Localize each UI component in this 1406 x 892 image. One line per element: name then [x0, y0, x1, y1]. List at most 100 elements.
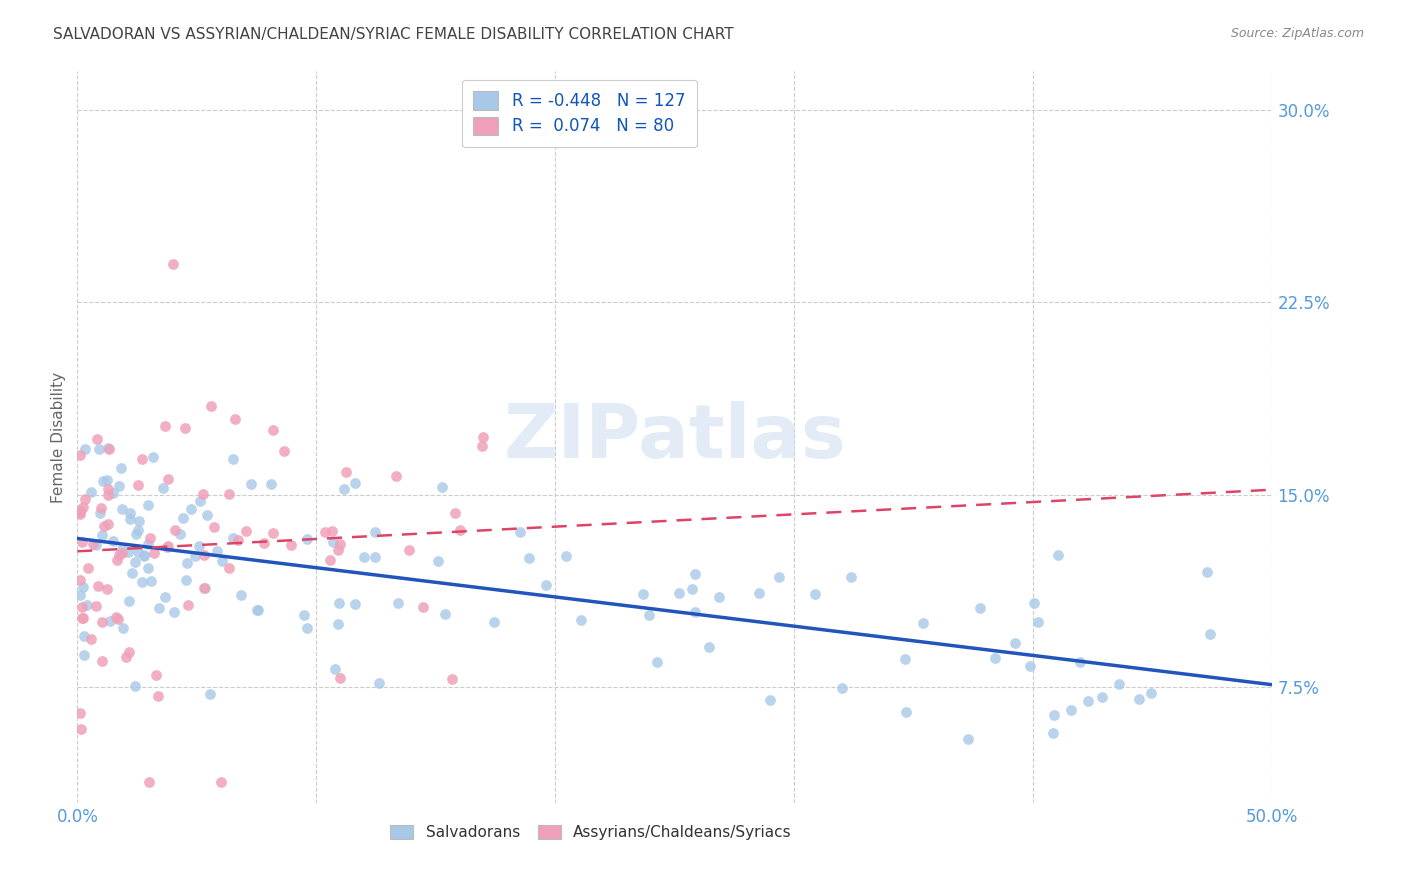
Point [156, 473, 179, 487]
Point [1091, 690, 1114, 705]
Point [260, 477, 283, 491]
Point [125, 527, 148, 541]
Point [322, 534, 344, 549]
Point [165, 523, 187, 537]
Point [211, 554, 233, 568]
Point [683, 566, 706, 581]
Point [328, 596, 350, 610]
Point [80, 484, 103, 499]
Point [681, 582, 703, 596]
Text: ZIPatlas: ZIPatlas [503, 401, 846, 474]
Point [443, 506, 465, 520]
Point [128, 515, 150, 529]
Point [295, 621, 318, 635]
Point [333, 482, 356, 496]
Point [240, 477, 263, 491]
Point [162, 605, 184, 619]
Point [335, 465, 357, 479]
Point [440, 672, 463, 686]
Point [143, 546, 166, 560]
Point [176, 598, 198, 612]
Point [101, 485, 124, 500]
Point [72, 534, 94, 549]
Point [152, 481, 174, 495]
Point [180, 501, 202, 516]
Point [184, 549, 207, 563]
Point [1069, 655, 1091, 669]
Point [72, 580, 94, 594]
Point [108, 479, 131, 493]
Point [534, 578, 557, 592]
Point [273, 444, 295, 458]
Point [138, 536, 160, 550]
Point [1195, 565, 1218, 579]
Point [105, 610, 128, 624]
Point [911, 616, 934, 631]
Point [471, 439, 494, 453]
Point [200, 399, 222, 413]
Point [1198, 627, 1220, 641]
Point [142, 450, 165, 465]
Point [569, 613, 592, 627]
Point [314, 524, 336, 539]
Point [683, 606, 706, 620]
Point [193, 549, 215, 563]
Point [105, 552, 128, 566]
Point [157, 540, 180, 554]
Point [758, 693, 780, 707]
Point [831, 681, 853, 695]
Point [344, 597, 367, 611]
Point [103, 533, 125, 548]
Point [72, 500, 94, 514]
Point [89, 506, 111, 520]
Point [73, 492, 96, 507]
Point [839, 570, 862, 584]
Point [748, 586, 770, 600]
Point [229, 588, 252, 602]
Point [117, 544, 139, 558]
Point [141, 574, 163, 589]
Point [86, 432, 108, 446]
Point [326, 617, 349, 632]
Point [193, 581, 215, 595]
Point [368, 675, 391, 690]
Point [110, 541, 132, 556]
Point [115, 650, 138, 665]
Point [80, 632, 103, 647]
Point [138, 531, 160, 545]
Point [148, 601, 170, 615]
Point [235, 524, 257, 538]
Point [70, 610, 93, 624]
Point [804, 587, 827, 601]
Point [111, 501, 134, 516]
Point [187, 539, 209, 553]
Point [245, 603, 267, 617]
Point [668, 586, 690, 600]
Point [87, 578, 110, 592]
Point [323, 661, 346, 675]
Point [1108, 676, 1130, 690]
Point [124, 555, 146, 569]
Point [174, 573, 197, 587]
Point [262, 423, 284, 437]
Point [253, 536, 276, 550]
Point [132, 549, 155, 564]
Point [127, 523, 149, 537]
Point [86, 538, 108, 552]
Y-axis label: Female Disability: Female Disability [51, 371, 66, 503]
Point [637, 608, 659, 623]
Point [84, 599, 107, 613]
Point [162, 257, 184, 271]
Point [82, 537, 104, 551]
Point [343, 476, 366, 491]
Point [96, 582, 118, 596]
Point [138, 775, 160, 789]
Point [73, 648, 96, 662]
Point [111, 546, 134, 560]
Point [387, 596, 409, 610]
Point [207, 544, 229, 558]
Point [73, 629, 96, 643]
Point [385, 468, 408, 483]
Point [91, 474, 114, 488]
Point [76, 598, 98, 612]
